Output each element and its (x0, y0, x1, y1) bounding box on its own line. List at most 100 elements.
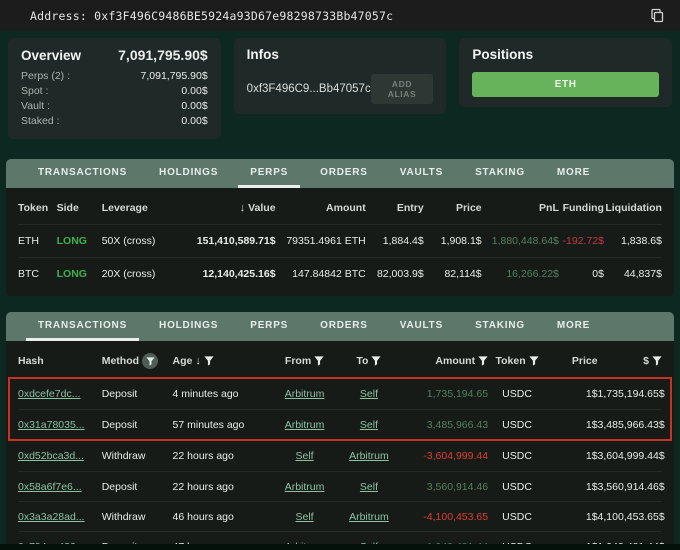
tab-transactions[interactable]: TRANSACTIONS (26, 312, 140, 341)
col-funding[interactable]: Funding (562, 202, 604, 214)
overview-value: 7,091,795.90$ (140, 70, 208, 82)
tab-perps[interactable]: PERPS (238, 159, 301, 188)
infos-panel: Infos 0xf3F496C9...Bb47057c ADD ALIAS (233, 38, 447, 114)
age-cell: 46 hours ago (172, 510, 234, 523)
token-filter-icon[interactable] (529, 356, 539, 366)
to-link[interactable]: Arbitrum (349, 450, 389, 462)
hash-link[interactable]: 0x3a3a28ad... (18, 510, 85, 523)
to-link[interactable]: Self (359, 480, 378, 493)
tx-row: 0x31a78035... Deposit 57 minutes ago Arb… (18, 409, 665, 439)
to-link[interactable]: Self (359, 418, 378, 431)
perps-table-header: Token Side Leverage ↓ Value Amount Entry… (18, 192, 662, 224)
price-cell: 1,908.1$ (440, 235, 482, 247)
tab-orders[interactable]: ORDERS (320, 319, 368, 331)
method-filter-icon[interactable] (142, 353, 159, 369)
usd-cell: 3,604,999.44$ (597, 450, 665, 462)
recent-deposits-highlight-box: 0xdcefe7dc... Deposit 4 minutes ago Arbi… (8, 377, 672, 441)
overview-value: 0.00$ (181, 100, 208, 112)
col-from[interactable]: From (269, 355, 340, 367)
col-entry[interactable]: Entry (396, 202, 424, 214)
tab-perps[interactable]: PERPS (250, 319, 289, 331)
from-link[interactable]: Self (295, 510, 314, 523)
from-link[interactable]: Arbitrum (284, 418, 325, 431)
add-alias-button[interactable]: ADD ALIAS (370, 74, 434, 104)
col-amount[interactable]: Amount (326, 202, 366, 214)
col-token[interactable]: Token (488, 355, 546, 367)
col-side[interactable]: Side (56, 202, 79, 214)
col-liquidation[interactable]: Liquidation (605, 202, 662, 214)
overview-value: 0.00$ (181, 115, 208, 127)
sort-desc-icon: ↓ (195, 355, 201, 367)
usd-filter-icon[interactable] (652, 356, 662, 366)
amount-filter-icon[interactable] (478, 356, 488, 366)
age-cell: 22 hours ago (172, 450, 234, 462)
overview-row-spot: Spot : 0.00$ (21, 84, 208, 99)
method-cell: Deposit (101, 418, 138, 431)
hash-link[interactable]: 0x31a78035... (18, 418, 85, 431)
col-to[interactable]: To (340, 355, 398, 367)
price-cell: 1$ (585, 388, 598, 400)
tab-holdings[interactable]: HOLDINGS (159, 319, 219, 331)
tab-orders[interactable]: ORDERS (320, 166, 368, 178)
usd-cell: 3,560,914.46$ (597, 480, 665, 493)
positions-panel: Positions ETH (459, 38, 673, 107)
tab-more[interactable]: MORE (556, 166, 591, 178)
from-filter-icon[interactable] (314, 356, 324, 366)
overview-value: 0.00$ (181, 85, 208, 97)
col-amount[interactable]: Amount (398, 355, 488, 367)
copy-address-button[interactable] (646, 6, 666, 26)
tx-row: 0x58a6f7e6... Deposit 22 hours ago Arbit… (18, 471, 665, 501)
summary-panels: Overview 7,091,795.90$ Perps (2) : 7,091… (0, 31, 680, 139)
side-cell: LONG (56, 268, 87, 280)
perps-row-eth: ETH LONG 50X (cross) 151,410,589.71$ 793… (18, 224, 662, 257)
overview-title: Overview (21, 48, 82, 63)
copy-icon (649, 8, 664, 23)
hash-link[interactable]: 0xdcefe7dc... (18, 388, 81, 400)
tab-staking[interactable]: STAKING (475, 319, 525, 331)
to-filter-icon[interactable] (371, 356, 382, 366)
perps-table: Token Side Leverage ↓ Value Amount Entry… (6, 188, 674, 296)
tab-vaults[interactable]: VAULTS (399, 166, 444, 178)
address-bar: Address: 0xf3F496C9486BE5924a93D67e98298… (0, 0, 680, 31)
hash-link[interactable]: 0x58a6f7e6... (18, 480, 82, 493)
tab-vaults[interactable]: VAULTS (399, 319, 444, 331)
amount-cell: -3,604,999.44 (423, 450, 489, 462)
overview-label: Staked : (21, 115, 60, 127)
to-link[interactable]: Arbitrum (349, 510, 389, 523)
to-link[interactable]: Self (359, 388, 378, 400)
col-value[interactable]: ↓ Value (239, 202, 276, 214)
from-link[interactable]: Arbitrum (284, 480, 325, 493)
tab-holdings[interactable]: HOLDINGS (159, 166, 219, 178)
usd-cell: 1,735,194.65$ (597, 388, 665, 400)
amount-cell: -4,100,453.65 (423, 510, 489, 523)
value-cell: 151,410,589.71$ (196, 235, 276, 247)
age-filter-icon[interactable] (204, 356, 214, 366)
method-cell: Withdraw (101, 510, 146, 523)
col-token[interactable]: Token (18, 202, 49, 214)
amount-cell: 1,735,194.65 (426, 388, 489, 400)
col-leverage[interactable]: Leverage (101, 202, 148, 214)
side-cell: LONG (56, 235, 87, 247)
tab-more[interactable]: MORE (556, 319, 591, 331)
age-cell: 22 hours ago (172, 480, 234, 493)
entry-cell: 1,884.4$ (382, 235, 424, 247)
tab-staking[interactable]: STAKING (475, 166, 525, 178)
tx-tabbar: TRANSACTIONS HOLDINGS PERPS ORDERS VAULT… (6, 312, 674, 341)
col-method[interactable]: Method (102, 353, 173, 369)
col-price[interactable]: Price (571, 355, 598, 367)
position-eth-button[interactable]: ETH (472, 72, 660, 97)
from-link[interactable]: Arbitrum (284, 388, 325, 400)
col-pnl[interactable]: PnL (539, 202, 559, 214)
overview-label: Perps (2) : (21, 70, 71, 82)
tab-transactions[interactable]: TRANSACTIONS (38, 166, 128, 178)
from-link[interactable]: Self (295, 450, 314, 462)
col-usd[interactable]: $ (598, 355, 662, 367)
funding-cell: -192.72$ (562, 235, 604, 247)
price-cell: 1$ (585, 418, 598, 431)
leverage-cell: 50X (cross) (101, 235, 156, 247)
col-age[interactable]: Age ↓ (173, 355, 270, 367)
col-hash[interactable]: Hash (18, 355, 44, 367)
bottom-edge (0, 544, 680, 550)
col-price[interactable]: Price (455, 202, 482, 214)
hash-link[interactable]: 0xd52bca3d... (18, 450, 84, 462)
